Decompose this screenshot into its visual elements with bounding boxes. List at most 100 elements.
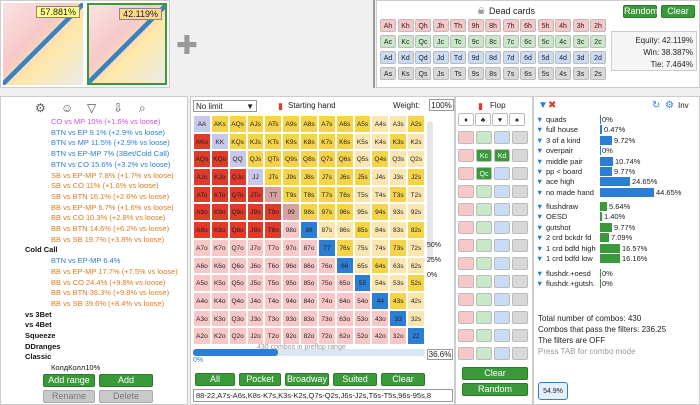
hand-cell-AQs[interactable]: AQs [228,115,247,133]
dead-card-8s[interactable]: 8s [485,67,501,80]
hand-cell-J7s[interactable]: J7s [317,168,336,186]
flop-card-7s[interactable] [512,257,528,270]
hand-cell-JJ[interactable]: JJ [246,168,265,186]
hand-cell-42s[interactable]: 42s [407,291,425,310]
flop-card-3c[interactable] [476,329,492,342]
hand-cell-82o[interactable]: 82o [300,327,318,345]
dead-card-3c[interactable]: 3c [572,35,589,48]
rename-button[interactable]: Rename [43,390,95,403]
clear-button[interactable]: Clear [661,5,695,18]
dead-card-2s[interactable]: 2s [590,67,606,80]
tree-item[interactable]: SB vs BTN 16.1% (+2.6% vs loose) [51,191,170,201]
dead-card-9h[interactable]: 9h [467,19,484,32]
hand-cell-QQ[interactable]: QQ [228,150,247,169]
hand-cell-77[interactable]: 77 [317,238,336,257]
hand-cell-42o[interactable]: 42o [371,327,390,345]
hand-cell-A2o[interactable]: A2o [193,327,211,345]
dead-card-Kc[interactable]: Kc [397,35,414,48]
flop-card-Ks[interactable] [512,149,528,162]
filter-icon[interactable]: ▼ [536,177,544,187]
hand-cell-K7o[interactable]: K7o [210,238,229,257]
hand-cell-KK[interactable]: KK [210,132,229,151]
filter-icon[interactable]: ▼ [536,156,544,166]
matrix-suited-button[interactable]: Suited [333,373,377,386]
tree-item[interactable]: SB vs EP-MP 7.8% (+1.7% vs loose) [51,170,174,180]
tree-item[interactable]: BB vs SB 19.7% (+3.8% vs loose) [51,234,165,244]
hand-cell-T8s[interactable]: T8s [300,185,318,204]
hand-cell-T7o[interactable]: T7o [264,238,283,257]
hand-cell-Q2o[interactable]: Q2o [228,327,247,345]
hand-cell-86o[interactable]: 86o [300,256,318,275]
hand-cell-K3s[interactable]: K3s [389,132,408,151]
range-slider[interactable] [193,349,425,356]
hand-cell-62o[interactable]: 62o [335,327,354,345]
hand-cell-92s[interactable]: 92s [407,203,425,222]
flop-card-7h[interactable] [458,257,474,270]
flop-card-4h[interactable] [458,311,474,324]
hand-cell-64s[interactable]: 64s [371,256,390,275]
dead-card-Ac[interactable]: Ac [380,35,396,48]
hand-cell-95s[interactable]: 95s [353,203,372,222]
hand-cell-KJs[interactable]: KJs [246,132,265,151]
hand-cell-74s[interactable]: 74s [371,238,390,257]
flop-card-Js[interactable] [512,185,528,198]
filter-icon[interactable]: ▼ [536,125,544,135]
tree-item[interactable]: BB vs CO 24.4% (+9.8% vs loose) [51,277,166,287]
hand-cell-62s[interactable]: 62s [407,256,425,275]
tree-item[interactable]: vs 3Bet [25,309,52,319]
filter-icon[interactable]: ▼ [536,222,544,232]
dead-card-5d[interactable]: 5d [537,51,554,64]
hand-cell-65s[interactable]: 65s [353,256,372,275]
hand-cell-33[interactable]: 33 [389,309,408,328]
hand-cell-85s[interactable]: 85s [353,221,372,239]
hand-cell-63o[interactable]: 63o [335,309,354,328]
dead-card-5h[interactable]: 5h [537,19,554,32]
hand-cell-76s[interactable]: 76s [335,238,354,257]
hand-cell-A4s[interactable]: A4s [371,115,390,133]
tree-item[interactable]: BB vs BTN 36.3% (+9.8% vs loose) [51,288,170,298]
hand-cell-84s[interactable]: 84s [371,221,390,239]
dead-card-3s[interactable]: 3s [572,67,589,80]
dead-card-Jd[interactable]: Jd [432,51,449,64]
dead-card-Th[interactable]: Th [450,19,466,32]
hand-cell-86s[interactable]: 86s [335,221,354,239]
flop-card-4c[interactable] [476,311,492,324]
dead-card-Ks[interactable]: Ks [397,67,414,80]
hand-cell-K9o[interactable]: K9o [210,203,229,222]
hand-cell-J8s[interactable]: J8s [300,168,318,186]
tree-item[interactable]: BB vs EP-MP 6.7% (+1.6% vs loose) [51,202,174,212]
dead-card-3d[interactable]: 3d [572,51,589,64]
hand-cell-T3s[interactable]: T3s [389,185,408,204]
hand-cell-K8o[interactable]: K8o [210,221,229,239]
hand-cell-J4s[interactable]: J4s [371,168,390,186]
flop-card-Jc[interactable] [476,185,492,198]
dead-card-6h[interactable]: 6h [520,19,536,32]
hand-cell-A6s[interactable]: A6s [335,115,354,133]
hand-cell-Q9s[interactable]: Q9s [282,150,301,169]
dead-card-Qh[interactable]: Qh [415,19,431,32]
flop-card-Ah[interactable] [458,131,474,144]
flop-card-Kh[interactable] [458,149,474,162]
hand-cell-Q9o[interactable]: Q9o [228,203,247,222]
hand-cell-TT[interactable]: TT [264,185,283,204]
hand-cell-J6o[interactable]: J6o [246,256,265,275]
flop-card-5h[interactable] [458,293,474,306]
flop-card-4s[interactable] [512,311,528,324]
hand-cell-T4s[interactable]: T4s [371,185,390,204]
hand-cell-93s[interactable]: 93s [389,203,408,222]
hand-cell-J2o[interactable]: J2o [246,327,265,345]
hand-cell-Q5s[interactable]: Q5s [353,150,372,169]
dead-card-6d[interactable]: 6d [520,51,536,64]
add-range-plus-icon[interactable]: ✚ [176,30,198,60]
hand-cell-A6o[interactable]: A6o [193,256,211,275]
flop-card-8s[interactable] [512,239,528,252]
flop-card-2c[interactable] [476,347,492,360]
hand-cell-95o[interactable]: 95o [282,274,301,292]
hand-cell-Q8s[interactable]: Q8s [300,150,318,169]
filter-icon[interactable]: ▼ [536,279,544,289]
dead-card-8c[interactable]: 8c [485,35,501,48]
hand-cell-65o[interactable]: 65o [335,274,354,292]
hand-cell-T5o[interactable]: T5o [264,274,283,292]
hand-cell-A3s[interactable]: A3s [389,115,408,133]
hand-cell-KTs[interactable]: KTs [264,132,283,151]
